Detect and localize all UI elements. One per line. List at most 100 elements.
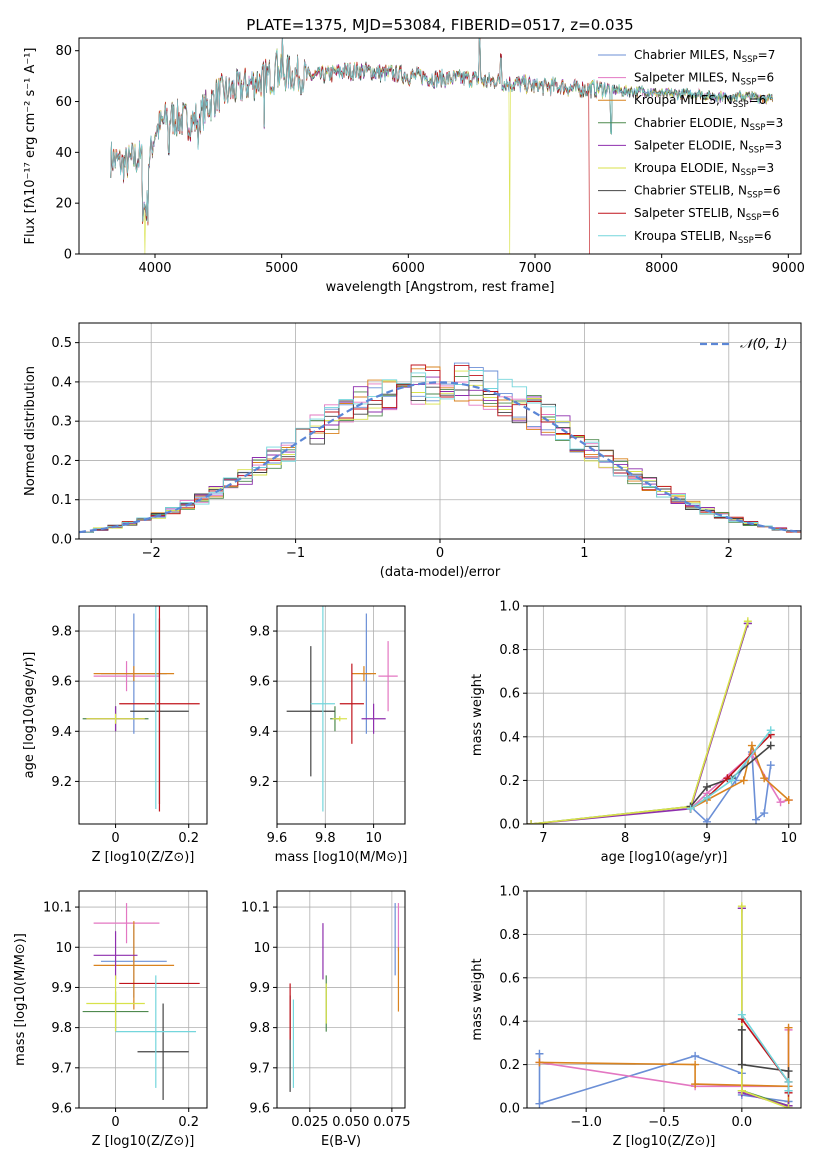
weight-line-chabrier-elodie: [531, 623, 749, 824]
y-tick-label: 0.6: [499, 687, 520, 702]
y-tick-label: 10: [253, 941, 270, 956]
panel-residual_histogram: −2 −1 0 1 2 0.0 0.1 0.2 0.3 0.4 0.5 (data-model)/er…: [23, 322, 802, 580]
errorbar-kroupa-stelib: [310, 606, 335, 812]
weight-line-chabrier-elodie: [741, 908, 789, 1107]
x-tick-label: 8000: [645, 261, 678, 276]
x-axis-label: Z [log10(Z/Z⊙)]: [92, 850, 195, 865]
axes-frame: [526, 605, 802, 825]
errorbar-kroupa-stelib: [115, 975, 197, 1088]
y-tick-label: 9.4: [249, 725, 270, 740]
y-tick-label: 20: [55, 197, 72, 212]
legend-label: Chabrier STELIB, NSSP=6: [634, 184, 781, 201]
y-tick-label: 0.5: [51, 336, 72, 351]
weight-line-kroupa-stelib: [741, 1014, 790, 1091]
errorbar-salpeter-miles: [378, 641, 398, 712]
y-tick-label: 9.8: [51, 1021, 72, 1036]
panel-EBV_vs_mass: 0.025 0.050 0.075 9.6 9.7 9.8 9.9 10 10.1 E(B-V): [241, 890, 410, 1149]
x-tick-label: 7: [539, 831, 547, 846]
weight-marker: [737, 1086, 746, 1095]
weight-marker: [737, 902, 746, 911]
weight-line-kroupa-elodie: [531, 621, 749, 824]
y-tick-label: 0.1: [51, 493, 72, 508]
plot-area-residual_histogram: [79, 362, 801, 534]
weight-marker: [702, 782, 711, 791]
y-tick-label: 0.2: [499, 1058, 520, 1073]
axes-frame: [78, 890, 208, 1109]
x-tick-label: −0.5: [648, 1115, 680, 1130]
x-tick-label: 0.2: [178, 1115, 199, 1130]
errorbar-salpeter-miles: [93, 661, 160, 692]
weight-line-chabrier-miles: [538, 1053, 789, 1105]
y-tick-label: 9.2: [51, 775, 72, 790]
legend-label: Salpeter MILES, NSSP=6: [634, 71, 774, 88]
legend-label: Chabrier MILES, NSSP=7: [634, 48, 775, 65]
y-tick-label: 80: [55, 44, 72, 59]
x-tick-label: 5000: [265, 261, 298, 276]
weight-marker: [535, 1099, 544, 1108]
x-tick-label: 0.025: [291, 1115, 328, 1130]
errorbar-kroupa-elodie: [86, 713, 145, 724]
weight-marker: [737, 1010, 746, 1019]
y-tick-label: 0.3: [51, 415, 72, 430]
y-tick-label: 9.9: [51, 981, 72, 996]
weight-marker: [691, 1080, 700, 1089]
x-axis-label: wavelength [Angstrom, rest frame]: [326, 280, 555, 295]
weight-marker: [766, 726, 775, 735]
y-tick-label: 9.6: [51, 1102, 72, 1117]
x-tick-label: 0.0: [731, 1115, 752, 1130]
x-tick-label: 0.075: [373, 1115, 410, 1130]
y-axis-label: mass weight: [470, 674, 485, 756]
x-tick-label: 9000: [772, 261, 805, 276]
x-tick-label: −1: [286, 546, 305, 561]
weight-marker: [727, 776, 736, 785]
weight-line-kroupa-elodie: [741, 906, 789, 1108]
weight-marker: [535, 1049, 544, 1058]
weight-marker: [723, 774, 732, 783]
weight-marker: [535, 1058, 544, 1067]
weight-marker: [784, 1086, 793, 1095]
weight-marker: [702, 793, 711, 802]
y-tick-label: 0.4: [499, 730, 520, 745]
weight-marker: [737, 1025, 746, 1034]
y-tick-label: 9.2: [249, 775, 270, 790]
x-tick-label: 4000: [138, 261, 171, 276]
plot-area-spectrum: [110, 38, 773, 254]
errorbar-kroupa-miles: [93, 921, 175, 1010]
y-tick-label: 60: [55, 95, 72, 110]
plot-area-EBV_vs_mass: [289, 903, 400, 1092]
errorbar-salpeter-elodie: [93, 931, 138, 980]
y-tick-label: 0.8: [499, 643, 520, 658]
y-tick-label: 9.6: [249, 1102, 270, 1117]
y-tick-label: 0.0: [499, 1102, 520, 1117]
y-tick-label: 10: [55, 941, 72, 956]
y-axis-label: mass weight: [470, 958, 485, 1040]
y-tick-label: 9.8: [249, 1021, 270, 1036]
x-axis-label: (data-model)/error: [380, 565, 501, 580]
y-tick-label: 0.4: [51, 375, 72, 390]
weight-marker: [737, 1060, 746, 1069]
weight-marker: [776, 798, 785, 807]
legend-label: Salpeter ELODIE, NSSP=3: [634, 138, 782, 155]
x-tick-label: 0: [111, 1115, 119, 1130]
x-axis-label: E(B-V): [321, 1134, 361, 1149]
x-tick-label: 9: [703, 831, 711, 846]
axes-frame: [78, 37, 802, 255]
panel-Z_vs_mass: 0 0.2 9.6 9.7 9.8 9.9 10 10.1 Z [log10(Z/Z⊙)] mas…: [13, 890, 208, 1149]
panel-age_vs_weight: 7 8 9 10 0.0 0.2 0.4 0.6 0.8 1.0 age [log10(age/yr…: [470, 600, 802, 865]
y-tick-label: 9.7: [51, 1061, 72, 1076]
weight-line-salpeter-stelib: [741, 1018, 790, 1093]
axes-frame: [276, 605, 406, 825]
normal-curve: [79, 381, 801, 534]
y-tick-label: 0.8: [499, 928, 520, 943]
weight-line-chabrier-stelib: [741, 1029, 790, 1091]
x-tick-label: 0: [111, 831, 119, 846]
errorbar-chabrier-stelib: [137, 1003, 189, 1100]
weight-marker: [766, 741, 775, 750]
weight-marker: [752, 815, 761, 824]
weight-marker: [784, 1077, 793, 1086]
x-axis-label: mass [log10(M/M⊙)]: [275, 850, 408, 865]
y-axis-label: mass [log10(M/M⊙)]: [13, 933, 28, 1066]
x-tick-label: 9.8: [315, 831, 336, 846]
weight-marker: [702, 817, 711, 824]
